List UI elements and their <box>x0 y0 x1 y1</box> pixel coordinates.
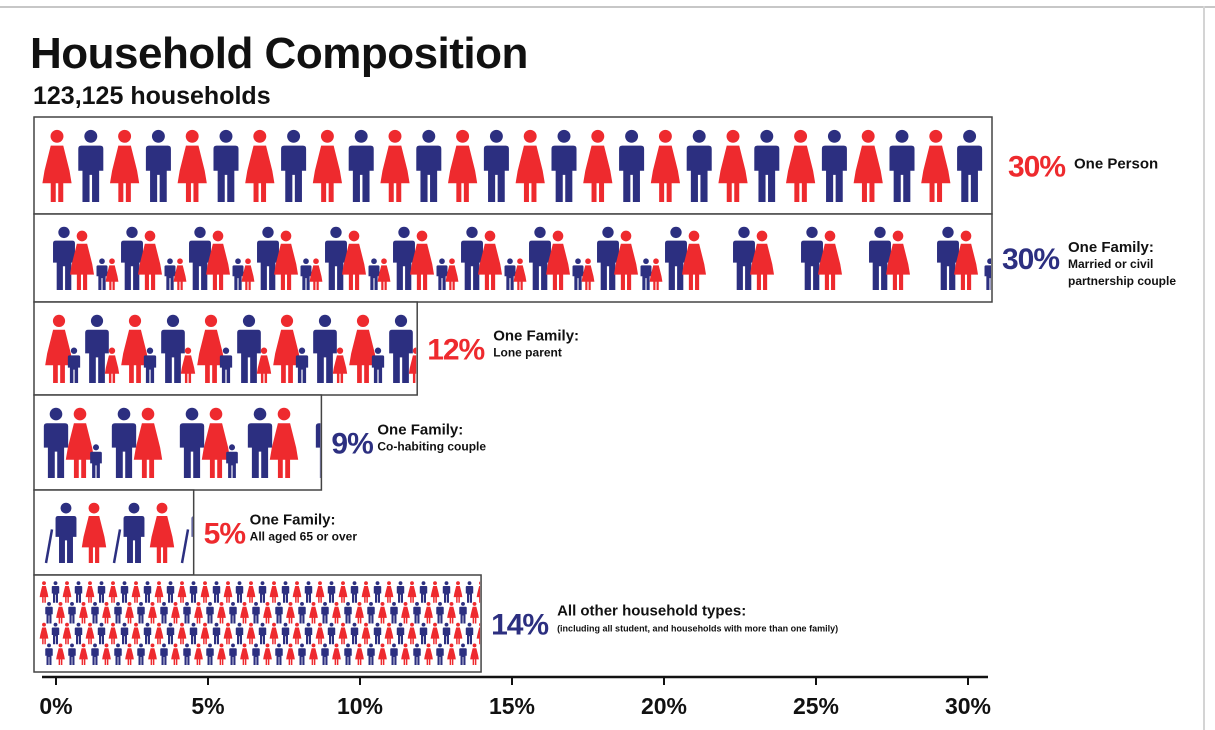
category-sublabel: partnership couple <box>1068 274 1176 288</box>
bar-icons <box>43 407 321 478</box>
frame-right-line <box>1203 6 1205 730</box>
category-label: All other household types: <box>557 603 746 620</box>
category-label: One Family: <box>377 422 463 439</box>
bar-icons <box>39 581 481 666</box>
category-percent: 5% <box>204 518 246 551</box>
x-tick-label: 10% <box>337 693 383 719</box>
category-sublabel: Co-habiting couple <box>377 440 486 454</box>
category-sublabel: All aged 65 or over <box>250 530 358 544</box>
category-percent: 30% <box>1008 151 1065 184</box>
bar-5: 5% One Family:All aged 65 or over <box>33 489 358 576</box>
bar-1: 30% One Person <box>33 116 1158 215</box>
x-tick-label: 30% <box>945 693 991 719</box>
chart-title: Household Composition <box>30 29 528 78</box>
bar-2: 30% One Family:Married or civil partnershi… <box>33 213 1176 303</box>
chart-subtitle: 123,125 households <box>33 82 271 110</box>
x-tick-label: 25% <box>793 693 839 719</box>
bar-3: 12% One Family:Lone parent <box>33 301 579 396</box>
x-tick-label: 15% <box>489 693 535 719</box>
bar-icons <box>44 502 193 564</box>
category-sublabel: Married or civil <box>1068 257 1153 271</box>
bar-frame <box>33 116 993 215</box>
category-percent: 14% <box>491 609 548 642</box>
bar-icons <box>53 226 991 290</box>
category-percent: 12% <box>427 334 484 367</box>
category-percent: 30% <box>1002 243 1059 276</box>
category-percent: 9% <box>331 428 373 461</box>
bar-6: 14% All other household types: (including … <box>33 574 838 673</box>
frame-top-line <box>0 6 1215 8</box>
bar-icons <box>42 129 983 202</box>
x-tick-label: 5% <box>191 693 224 719</box>
category-label: One Family: <box>1068 239 1154 256</box>
bar-4: 9% One Family:Co-habiting couple <box>33 394 486 491</box>
bar-icons <box>45 314 417 383</box>
category-sublabel: Lone parent <box>493 346 562 360</box>
category-label: One Person <box>1074 156 1158 173</box>
x-tick-label: 20% <box>641 693 687 719</box>
category-sublabel: (including all student, and households w… <box>557 624 838 634</box>
x-tick-label: 0% <box>39 693 72 719</box>
category-label: One Family: <box>250 512 336 529</box>
category-label: One Family: <box>493 328 579 345</box>
